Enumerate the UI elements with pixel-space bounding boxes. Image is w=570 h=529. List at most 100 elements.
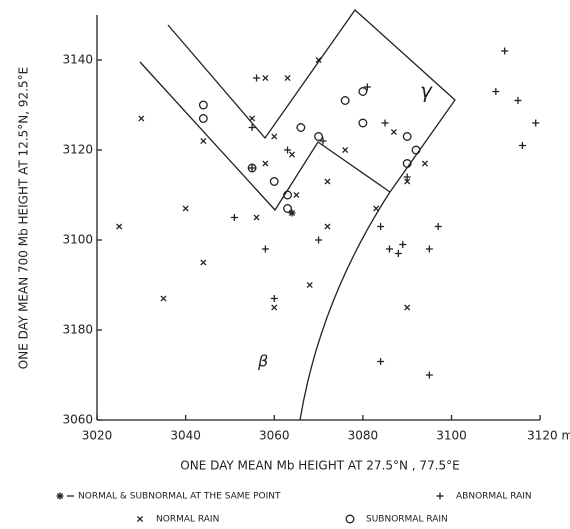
marker-stroke <box>324 178 331 185</box>
point <box>270 295 278 302</box>
marker-stroke <box>262 74 269 82</box>
region-boundaries <box>139 9 456 421</box>
y-tick-label: 3100 <box>62 233 93 247</box>
marker-stroke <box>283 204 292 213</box>
marker-stroke <box>182 205 189 212</box>
point <box>138 115 145 122</box>
y-tick-label: 3180 <box>62 323 93 337</box>
marker-stroke <box>271 133 278 140</box>
x-axis-label: ONE DAY MEAN Mb HEIGHT AT 27.5°N , 77.5°… <box>180 459 459 473</box>
point <box>288 209 296 217</box>
point <box>262 74 269 82</box>
marker-stroke <box>200 259 207 266</box>
marker-stroke <box>340 96 350 105</box>
marker-stroke <box>56 492 64 500</box>
point <box>340 96 350 105</box>
y-tick-label: 3120 <box>62 143 93 157</box>
legend-label: SUBNORMAL RAIN <box>366 515 448 525</box>
marker-stroke <box>198 100 208 110</box>
marker-stroke <box>116 223 123 230</box>
point <box>411 145 421 155</box>
point <box>514 97 522 104</box>
point <box>56 492 64 500</box>
marker-stroke <box>345 514 355 524</box>
gamma-boundary <box>139 61 391 212</box>
point <box>136 515 144 523</box>
point <box>160 295 167 302</box>
marker-stroke <box>421 160 428 167</box>
x-tick-label: 3100 <box>436 429 467 443</box>
point <box>261 245 269 253</box>
point <box>377 358 385 365</box>
point <box>421 160 428 167</box>
point <box>319 137 327 145</box>
y-tick-label: 3060 <box>62 413 93 427</box>
marker-stroke <box>306 281 313 289</box>
marker-stroke <box>314 132 324 141</box>
marker-stroke <box>247 163 257 173</box>
legend-label: NORMAL & SUBNORMAL AT THE SAME POINT <box>78 492 281 502</box>
point <box>200 137 207 145</box>
point <box>399 241 407 248</box>
marker-stroke <box>315 56 322 64</box>
point <box>425 371 433 379</box>
point <box>293 191 300 199</box>
point <box>324 223 331 230</box>
point <box>314 132 324 141</box>
point <box>248 124 256 131</box>
marker-stroke <box>283 190 292 200</box>
marker-stroke <box>198 114 208 123</box>
point <box>345 514 355 524</box>
point <box>182 205 189 212</box>
point <box>283 190 292 200</box>
gamma-boundary <box>167 9 456 193</box>
point <box>402 159 412 168</box>
point <box>247 163 257 173</box>
point <box>230 214 238 221</box>
marker-stroke <box>296 123 306 132</box>
point <box>271 133 278 140</box>
point <box>394 250 402 257</box>
annotation: β <box>257 352 268 371</box>
point <box>296 123 306 132</box>
marker-stroke <box>249 115 256 122</box>
point <box>436 492 444 500</box>
point <box>358 118 368 128</box>
marker-stroke <box>269 177 279 186</box>
point <box>501 47 509 55</box>
marker-stroke <box>288 151 296 158</box>
point <box>283 204 292 213</box>
point <box>269 177 279 186</box>
point <box>284 74 291 82</box>
marker-stroke <box>288 209 296 217</box>
point <box>518 142 526 149</box>
marker-stroke <box>200 137 207 145</box>
marker-stroke <box>253 214 260 221</box>
point <box>271 304 278 311</box>
y-axis-label: ONE DAY MEAN 700 Mb HEIGHT AT 12.5°N, 92… <box>17 67 31 369</box>
marker-stroke <box>411 145 421 155</box>
point <box>324 178 331 185</box>
point <box>342 146 349 154</box>
point <box>198 114 208 123</box>
point <box>288 151 296 158</box>
point <box>284 146 292 154</box>
marker-stroke <box>390 128 397 136</box>
point <box>404 178 411 185</box>
point <box>306 281 313 289</box>
point <box>363 83 371 91</box>
point <box>404 304 411 311</box>
point <box>434 223 442 230</box>
x-tick-label: 3020 <box>82 429 113 443</box>
point <box>403 173 411 181</box>
marker-stroke <box>262 160 269 167</box>
point <box>248 164 256 172</box>
legend-label: NORMAL RAIN <box>156 515 219 525</box>
point <box>200 259 207 266</box>
marker-stroke <box>284 74 291 82</box>
beta-boundary <box>299 191 391 421</box>
annotation: γ <box>420 79 433 103</box>
point <box>249 115 256 122</box>
